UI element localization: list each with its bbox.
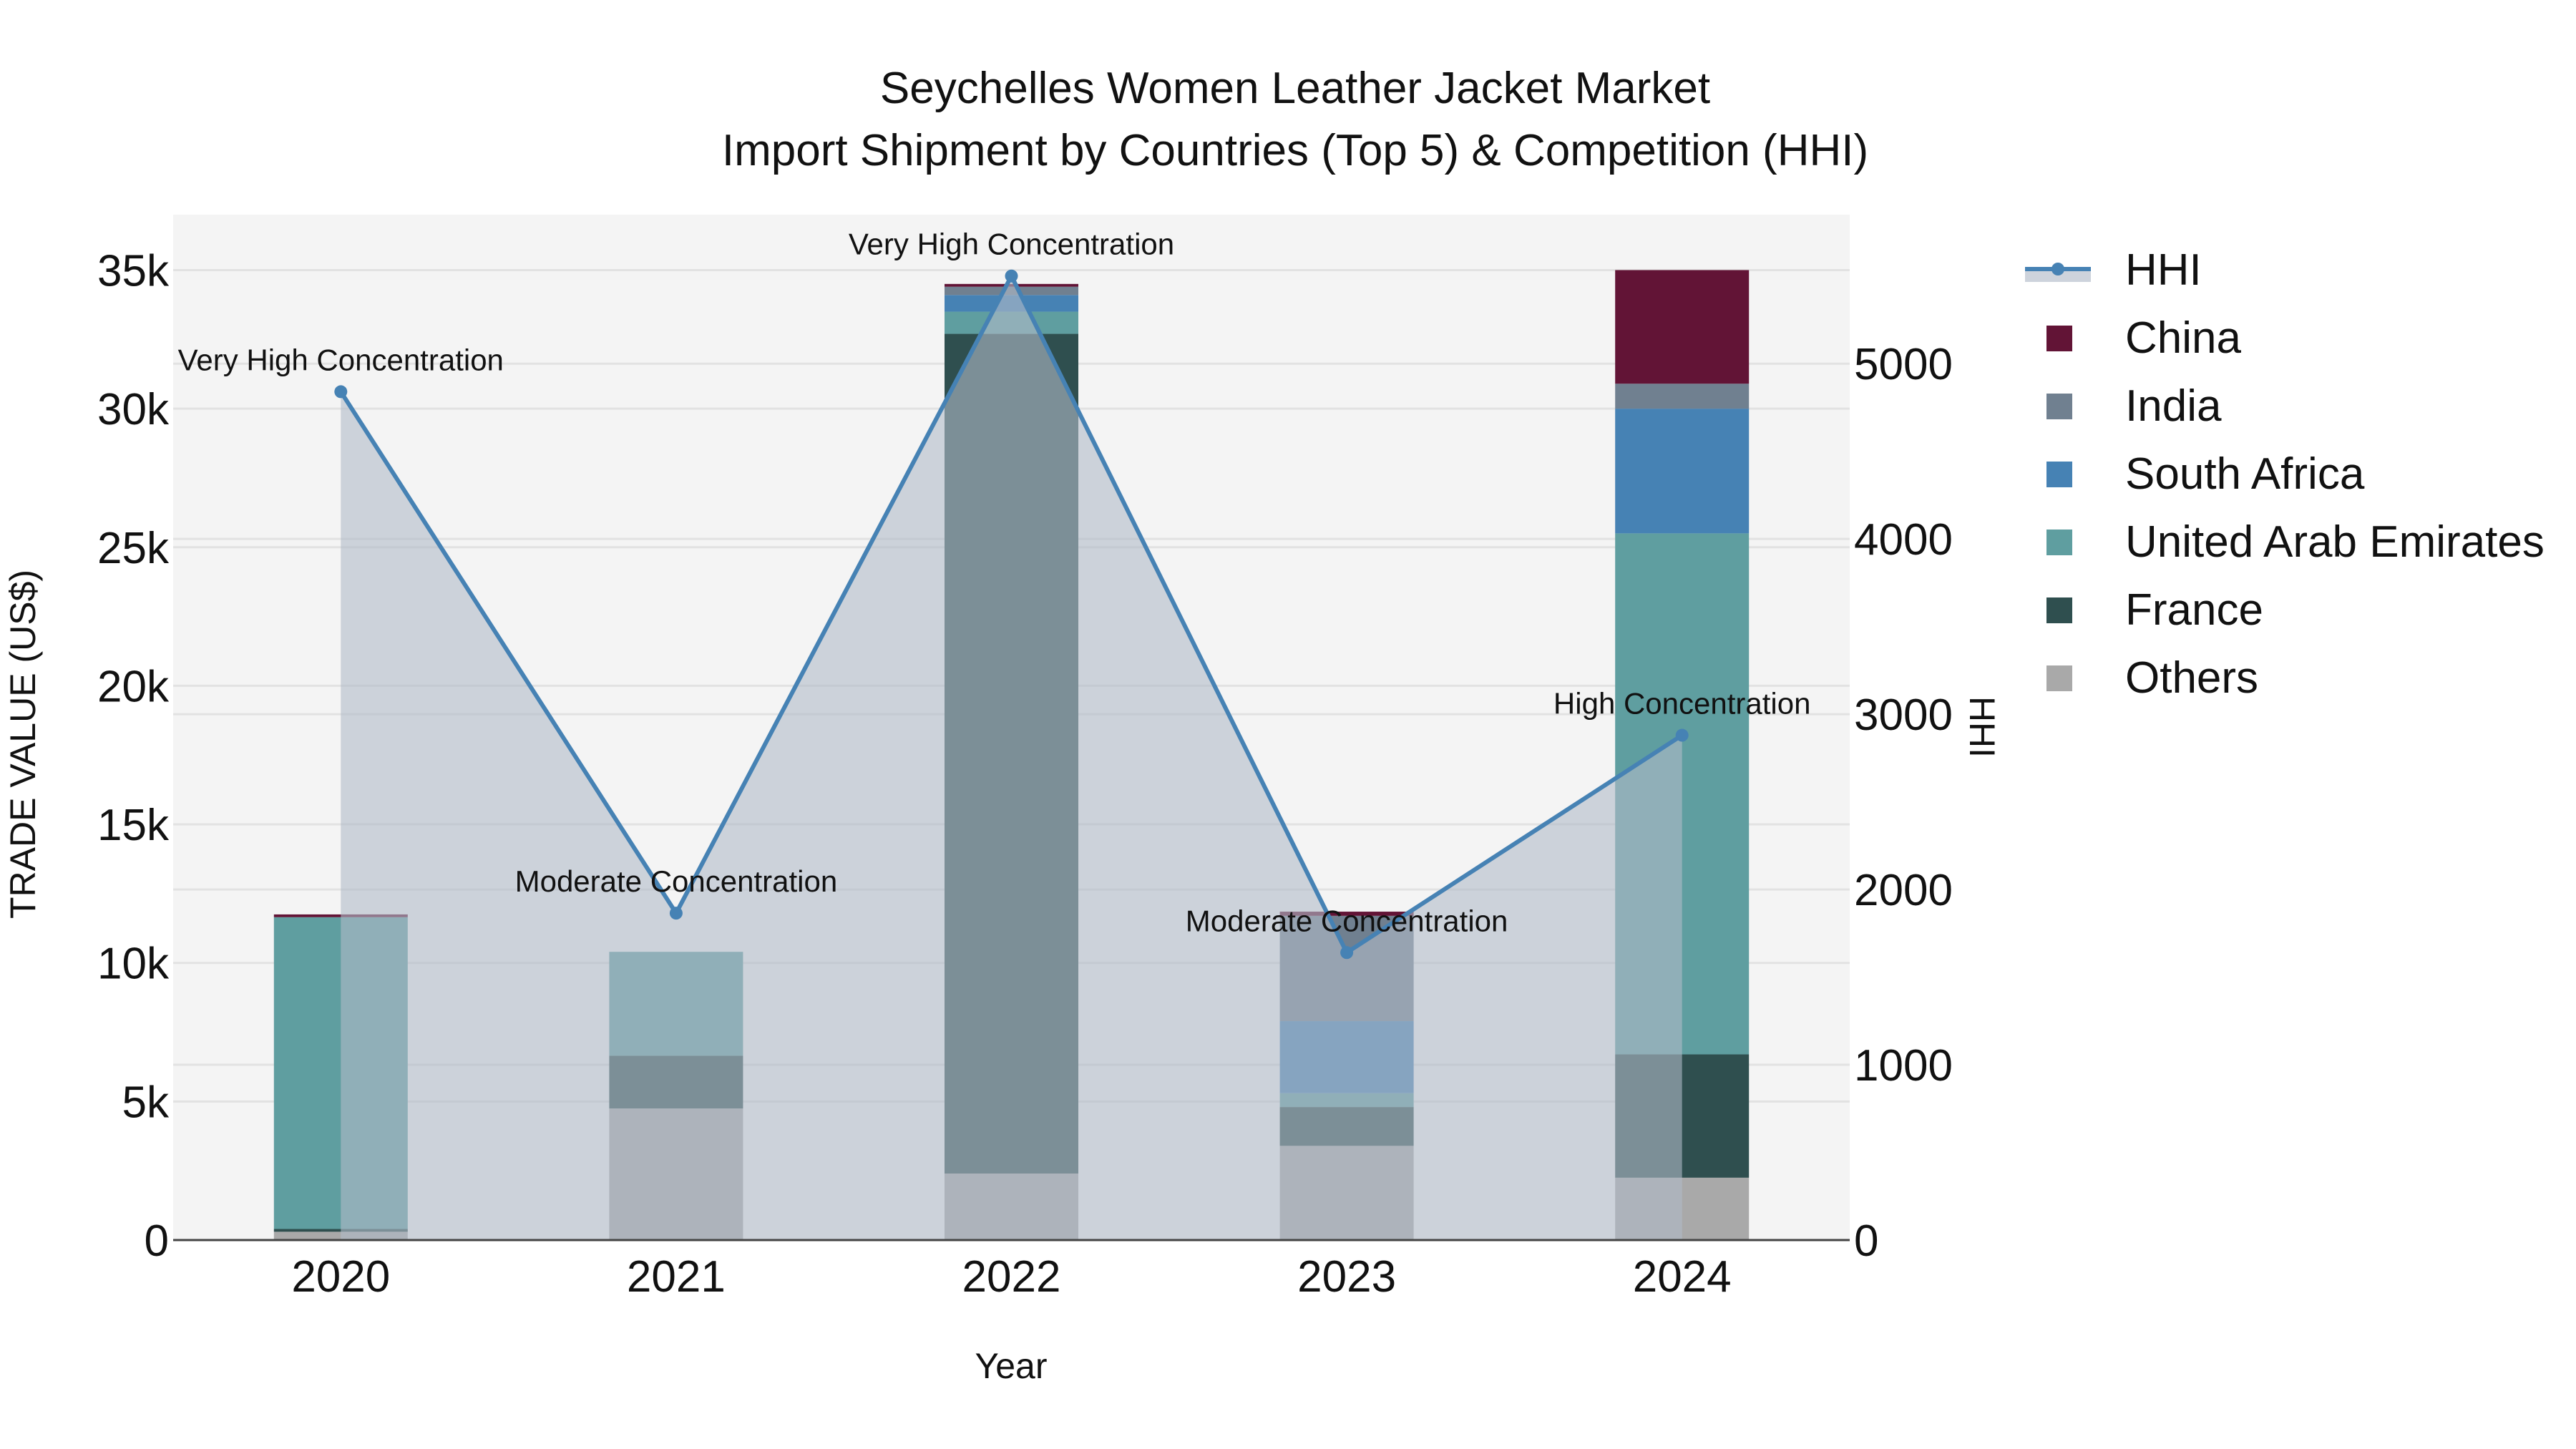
legend-label: Others: [2125, 653, 2259, 703]
legend-item-hhi[interactable]: HHI: [2025, 236, 2545, 304]
y-right-axis-title: HHI: [1962, 696, 2002, 758]
hhi-point[interactable]: [334, 385, 348, 399]
x-tick-label: 2021: [627, 1252, 726, 1302]
y-left-tick-label: 0: [145, 1216, 169, 1266]
legend-item-china[interactable]: China: [2025, 304, 2545, 372]
y-left-tick-label: 5k: [122, 1078, 170, 1127]
y-left-tick-label: 25k: [97, 524, 170, 573]
x-tick-label: 2020: [291, 1252, 390, 1302]
legend-swatch-icon: [2046, 461, 2072, 487]
chart-title-line2: Import Shipment by Countries (Top 5) & C…: [721, 126, 1869, 175]
y-left-tick-label: 30k: [97, 385, 170, 434]
hhi-annotation: Very High Concentration: [849, 228, 1174, 261]
legend-item-india[interactable]: India: [2025, 372, 2545, 440]
y-right-tick-label: 4000: [1854, 515, 1953, 565]
bar-segment-south-africa[interactable]: [1615, 409, 1750, 534]
y-right-tick-label: 3000: [1854, 691, 1953, 740]
hhi-point[interactable]: [1675, 728, 1689, 742]
y-left-tick-label: 10k: [97, 940, 170, 989]
hhi-point[interactable]: [669, 907, 683, 920]
legend-item-france[interactable]: France: [2025, 576, 2545, 644]
x-axis-title: Year: [975, 1346, 1048, 1386]
hhi-area: [341, 275, 1682, 1240]
legend-item-others[interactable]: Others: [2025, 644, 2545, 712]
legend-item-south-africa[interactable]: South Africa: [2025, 440, 2545, 508]
y-right-tick-label: 1000: [1854, 1041, 1953, 1091]
bar-segment-india[interactable]: [1615, 384, 1750, 409]
legend-label: China: [2125, 313, 2241, 363]
legend-swatch-icon: [2046, 529, 2072, 555]
bar-segment-china[interactable]: [1279, 912, 1414, 916]
hhi-point[interactable]: [1005, 269, 1018, 283]
y-left-tick-label: 20k: [97, 662, 170, 711]
hhi-annotation: Moderate Concentration: [1186, 904, 1508, 937]
hhi-annotation: High Concentration: [1553, 687, 1811, 721]
y-right-tick-label: 2000: [1854, 866, 1953, 915]
legend-swatch-icon: [2046, 597, 2072, 623]
legend-label: United Arab Emirates: [2125, 517, 2545, 567]
legend-label: France: [2125, 585, 2263, 635]
legend-item-united-arab-emirates[interactable]: United Arab Emirates: [2025, 508, 2545, 576]
legend-swatch-icon: [2046, 393, 2072, 419]
legend-swatch-icon: [2046, 325, 2072, 351]
y-left-axis-title: TRADE VALUE (US$): [3, 569, 43, 919]
y-left-tick-label: 15k: [97, 801, 170, 850]
x-tick-label: 2024: [1633, 1252, 1732, 1302]
chart-title-line1: Seychelles Women Leather Jacket Market: [879, 64, 1711, 113]
y-right-tick-label: 5000: [1854, 340, 1953, 389]
bar-segment-china[interactable]: [1615, 270, 1750, 384]
hhi-point[interactable]: [1340, 946, 1354, 960]
legend-line-icon: [2025, 256, 2091, 285]
legend: HHI China India South Africa United Arab Emi…: [2025, 236, 2545, 712]
x-tick-label: 2023: [1297, 1252, 1396, 1302]
legend-label: India: [2125, 381, 2222, 431]
y-right-tick-label: 0: [1854, 1216, 1878, 1266]
hhi-annotation: Very High Concentration: [178, 343, 504, 376]
legend-swatch-icon: [2046, 665, 2072, 691]
hhi-annotation: Moderate Concentration: [515, 864, 838, 898]
legend-label: South Africa: [2125, 449, 2365, 499]
y-left-tick-label: 35k: [97, 246, 170, 296]
x-tick-label: 2022: [962, 1252, 1061, 1302]
legend-label: HHI: [2125, 245, 2202, 295]
